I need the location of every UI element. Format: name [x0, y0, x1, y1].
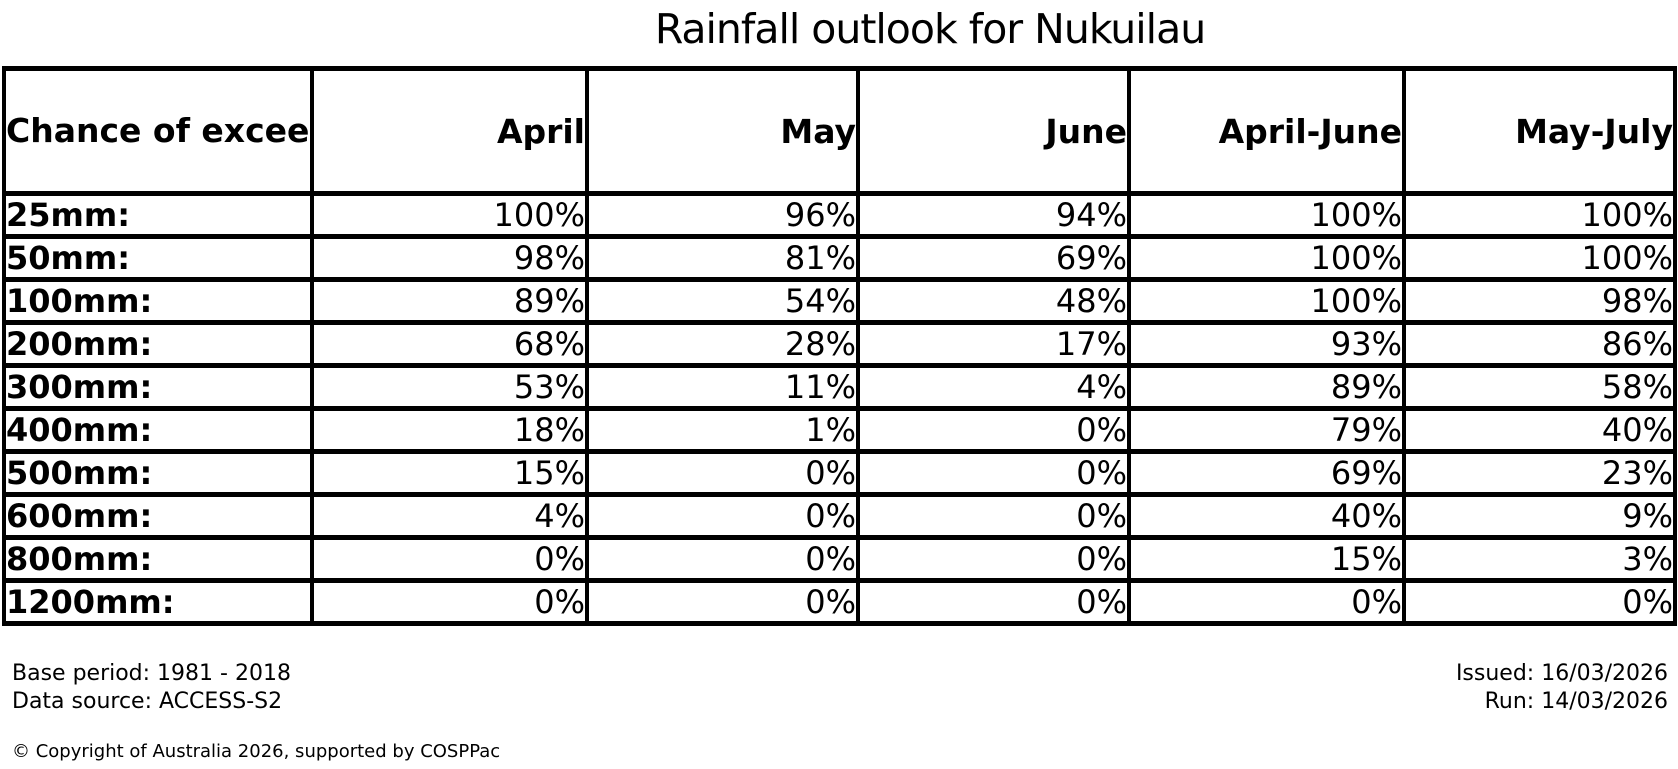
probability-value-cell: 11%: [585, 363, 860, 411]
base-period-text: Base period: 1981 - 2018: [12, 661, 291, 686]
probability-value-cell: 40%: [1402, 406, 1677, 454]
probability-value-cell: 69%: [856, 234, 1131, 282]
probability-value-cell: 94%: [856, 191, 1131, 239]
table-row: 600mm: 4% 0% 0% 40% 9%: [2, 492, 1677, 540]
probability-value-cell: 40%: [1127, 492, 1406, 540]
probability-value-cell: 79%: [1127, 406, 1406, 454]
probability-value-cell: 0%: [856, 578, 1131, 626]
probability-value-cell: 81%: [585, 234, 860, 282]
threshold-label: 200mm:: [2, 320, 314, 368]
table-row: 100mm: 89% 54% 48% 100% 98%: [2, 277, 1677, 325]
column-header-april-june: April-June: [1127, 66, 1406, 196]
probability-value-cell: 0%: [1402, 578, 1677, 626]
copyright-text: © Copyright of Australia 2026, supported…: [12, 741, 501, 762]
run-text: Run: 14/03/2026: [1484, 689, 1668, 714]
column-header-april: April: [310, 66, 589, 196]
probability-value-cell: 89%: [1127, 363, 1406, 411]
probability-value-cell: 9%: [1402, 492, 1677, 540]
threshold-label: 500mm:: [2, 449, 314, 497]
probability-value-cell: 0%: [1127, 578, 1406, 626]
issued-text: Issued: 16/03/2026: [1455, 661, 1668, 686]
probability-value-cell: 96%: [585, 191, 860, 239]
column-header-may-july: May-July: [1402, 66, 1677, 196]
threshold-label: 300mm:: [2, 363, 314, 411]
threshold-label: 400mm:: [2, 406, 314, 454]
column-header-june: June: [856, 66, 1131, 196]
table-row: 200mm: 68% 28% 17% 93% 86%: [2, 320, 1677, 368]
probability-value-cell: 0%: [856, 449, 1131, 497]
probability-value-cell: 100%: [1127, 191, 1406, 239]
rainfall-outlook-table: Chance of exceeding a threshold: AprilMa…: [2, 66, 1677, 626]
probability-value-cell: 1%: [585, 406, 860, 454]
probability-value-cell: 18%: [310, 406, 589, 454]
probability-value-cell: 100%: [1402, 191, 1677, 239]
threshold-label: 1200mm:: [2, 578, 314, 626]
page-title: Rainfall outlook for Nukuilau: [654, 5, 1206, 53]
table-row: 400mm: 18% 1% 0% 79% 40%: [2, 406, 1677, 454]
threshold-label: 50mm:: [2, 234, 314, 282]
table-row: 500mm: 15% 0% 0% 69% 23%: [2, 449, 1677, 497]
probability-value-cell: 0%: [856, 406, 1131, 454]
probability-value-cell: 17%: [856, 320, 1131, 368]
table-body: 25mm: 100% 96% 94% 100% 100% 50mm: 98% 81% 69% 100…: [2, 191, 1677, 626]
header-row: Chance of exceeding a threshold: AprilMa…: [2, 66, 1677, 196]
probability-value-cell: 28%: [585, 320, 860, 368]
threshold-label: 800mm:: [2, 535, 314, 583]
probability-value-cell: 3%: [1402, 535, 1677, 583]
probability-value-cell: 93%: [1127, 320, 1406, 368]
probability-value-cell: 0%: [310, 535, 589, 583]
probability-value-cell: 98%: [1402, 277, 1677, 325]
threshold-label: 600mm:: [2, 492, 314, 540]
data-source-text: Data source: ACCESS-S2: [12, 689, 283, 714]
corner-header: Chance of exceeding a threshold:: [2, 66, 314, 196]
table-row: 25mm: 100% 96% 94% 100% 100%: [2, 191, 1677, 239]
probability-value-cell: 98%: [310, 234, 589, 282]
probability-value-cell: 15%: [1127, 535, 1406, 583]
footer-right: Issued: 16/03/2026 Run: 14/03/2026: [1456, 660, 1668, 716]
probability-value-cell: 23%: [1402, 449, 1677, 497]
probability-value-cell: 0%: [585, 449, 860, 497]
footer: Base period: 1981 - 2018 Data source: AC…: [12, 660, 1668, 716]
probability-value-cell: 0%: [585, 492, 860, 540]
probability-value-cell: 89%: [310, 277, 589, 325]
footer-left: Base period: 1981 - 2018 Data source: AC…: [12, 660, 291, 716]
probability-value-cell: 54%: [585, 277, 860, 325]
probability-value-cell: 4%: [856, 363, 1131, 411]
table-row: 1200mm: 0% 0% 0% 0% 0%: [2, 578, 1677, 626]
probability-value-cell: 58%: [1402, 363, 1677, 411]
probability-value-cell: 0%: [585, 578, 860, 626]
probability-value-cell: 15%: [310, 449, 589, 497]
probability-value-cell: 86%: [1402, 320, 1677, 368]
probability-value-cell: 100%: [1127, 277, 1406, 325]
threshold-label: 25mm:: [2, 191, 314, 239]
column-header-may: May: [585, 66, 860, 196]
probability-value-cell: 0%: [585, 535, 860, 583]
probability-value-cell: 48%: [856, 277, 1131, 325]
probability-value-cell: 100%: [1402, 234, 1677, 282]
probability-value-cell: 68%: [310, 320, 589, 368]
table-row: 300mm: 53% 11% 4% 89% 58%: [2, 363, 1677, 411]
probability-value-cell: 100%: [1127, 234, 1406, 282]
probability-value-cell: 0%: [856, 492, 1131, 540]
threshold-label: 100mm:: [2, 277, 314, 325]
probability-value-cell: 100%: [310, 191, 589, 239]
probability-value-cell: 4%: [310, 492, 589, 540]
probability-value-cell: 0%: [310, 578, 589, 626]
probability-value-cell: 53%: [310, 363, 589, 411]
table-row: 800mm: 0% 0% 0% 15% 3%: [2, 535, 1677, 583]
table-row: 50mm: 98% 81% 69% 100% 100%: [2, 234, 1677, 282]
probability-value-cell: 69%: [1127, 449, 1406, 497]
probability-value-cell: 0%: [856, 535, 1131, 583]
